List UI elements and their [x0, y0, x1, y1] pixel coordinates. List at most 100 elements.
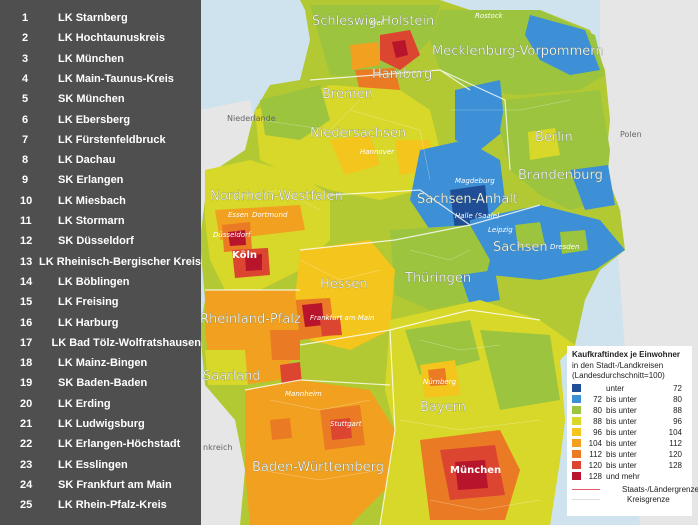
- legend-state-border-line: [572, 489, 600, 490]
- ranking-name: LK Hochtaunuskreis: [58, 32, 165, 45]
- legend-row: 88 bis unter 96: [572, 417, 690, 427]
- region-baden-baden: [270, 418, 292, 440]
- region-leipzig: [515, 222, 545, 248]
- legend-swatch: [572, 439, 581, 447]
- legend-row: 72 bis unter 80: [572, 395, 690, 405]
- label-hessen: Hessen: [320, 277, 368, 292]
- ranking-item[interactable]: 24 SK Frankfurt am Main: [0, 475, 201, 495]
- ranking-item[interactable]: 9 SK Erlangen: [0, 170, 201, 190]
- legend-from: 96: [593, 428, 602, 437]
- region-stuttgart: [330, 418, 352, 440]
- legend-to: 128: [668, 461, 682, 470]
- legend-from: 128: [588, 472, 602, 481]
- ranking-item[interactable]: 15 LK Freising: [0, 292, 201, 312]
- ranking-sidebar: 1 LK Starnberg 2 LK Hochtaunuskreis 3 LK Münc…: [0, 0, 201, 525]
- legend-word: und mehr: [606, 472, 640, 481]
- region-mainz-bingen: [270, 330, 300, 360]
- city-duesseldorf: Düsseldorf: [213, 231, 252, 239]
- legend-word: bis unter: [606, 439, 637, 448]
- legend-swatch: [572, 428, 581, 436]
- city-stuttgart: Stuttgart: [330, 420, 362, 428]
- ranking-item[interactable]: 5 SK München: [0, 89, 201, 109]
- city-koeln: Köln: [232, 250, 257, 261]
- legend-from: 104: [588, 439, 602, 448]
- label-nrw: Nordrhein-Westfalen: [210, 189, 343, 204]
- ranking-item[interactable]: 10 LK Miesbach: [0, 191, 201, 211]
- ranking-number: 18: [20, 357, 33, 370]
- ranking-item[interactable]: 13 LK Rheinisch-Bergischer Kreis: [0, 252, 201, 272]
- legend-to: 96: [673, 417, 682, 426]
- ranking-item[interactable]: 4 LK Main-Taunus-Kreis: [0, 69, 201, 89]
- ranking-number: 24: [20, 478, 33, 491]
- ranking-name: SK Erlangen: [58, 174, 124, 187]
- city-mannheim: Mannheim: [285, 390, 322, 398]
- label-rlp: Rheinland-Pfalz: [200, 312, 301, 327]
- ranking-item[interactable]: 22 LK Erlangen-Höchstadt: [0, 434, 201, 454]
- ranking-name: LK Mainz-Bingen: [58, 357, 148, 370]
- ranking-item[interactable]: 2 LK Hochtaunuskreis: [0, 28, 201, 48]
- ranking-number: 22: [20, 438, 33, 451]
- region-hannover: [330, 135, 380, 175]
- ranking-item[interactable]: 21 LK Ludwigsburg: [0, 414, 201, 434]
- ranking-number: 6: [22, 113, 29, 126]
- label-sachsen-anhalt: Sachsen-Anhalt: [417, 192, 518, 207]
- ranking-number: 19: [20, 377, 33, 390]
- label-bayern: Bayern: [420, 400, 466, 415]
- legend-row: 112 bis unter 120: [572, 450, 690, 460]
- ranking-item[interactable]: 19 SK Baden-Baden: [0, 373, 201, 393]
- ranking-name: SK München: [58, 93, 125, 106]
- ranking-item[interactable]: 7 LK Fürstenfeldbruck: [0, 130, 201, 150]
- label-niederlande: Niederlande: [227, 114, 276, 123]
- label-thueringen: Thüringen: [404, 271, 471, 286]
- ranking-number: 1: [22, 12, 29, 24]
- city-nuernberg: Nürnberg: [423, 378, 457, 386]
- ranking-name: SK Düsseldorf: [58, 235, 134, 248]
- region-prignitz: [455, 80, 505, 150]
- legend-to: 72: [673, 384, 682, 393]
- region-frankfurt: [320, 318, 342, 336]
- legend-from: 88: [593, 417, 602, 426]
- label-polen: Polen: [620, 130, 642, 139]
- label-bremen: Bremen: [322, 87, 373, 102]
- ranking-number: 11: [20, 215, 32, 227]
- ranking-item[interactable]: 1 LK Starnberg: [0, 8, 201, 28]
- legend-swatch: [572, 472, 581, 480]
- region-oberpfalz: [480, 330, 560, 410]
- ranking-item[interactable]: 3 LK München: [0, 49, 201, 69]
- legend-state-border-label: Staats-/Ländergrenze: [622, 485, 698, 494]
- ranking-item[interactable]: 16 LK Harburg: [0, 313, 201, 333]
- ranking-item[interactable]: 8 LK Dachau: [0, 150, 201, 170]
- legend-district-border-label: Kreisgrenze: [627, 495, 670, 504]
- legend-row: unter 72: [572, 384, 690, 394]
- legend-district-border-line: [572, 499, 600, 500]
- label-berlin: Berlin: [535, 130, 573, 145]
- state-labels: Schleswig-Holstein Mecklenburg-Vorpommer…: [200, 14, 604, 475]
- legend-subtitle-1: in den Stadt-/Landkreisen: [572, 361, 664, 370]
- ranking-item[interactable]: 17 LK Bad Tölz-Wolfratshausen: [0, 333, 201, 353]
- label-hamburg: Hamburg: [372, 67, 432, 82]
- label-schleswig-holstein: Schleswig-Holstein: [312, 14, 434, 29]
- ranking-number: 25: [20, 499, 33, 512]
- ranking-item[interactable]: 25 LK Rhein-Pfalz-Kreis: [0, 495, 201, 515]
- ranking-name: LK Freising: [58, 296, 119, 309]
- ranking-item[interactable]: 11 LK Stormarn: [0, 211, 201, 231]
- ranking-name: LK Fürstenfeldbruck: [58, 133, 166, 146]
- ranking-item[interactable]: 18 LK Mainz-Bingen: [0, 353, 201, 373]
- region-vorpommern: [525, 15, 600, 75]
- ranking-number: 9: [22, 174, 29, 187]
- ranking-name: SK Baden-Baden: [58, 377, 148, 390]
- ranking-item[interactable]: 6 LK Ebersberg: [0, 110, 201, 130]
- ranking-item[interactable]: 14 LK Böblingen: [0, 272, 201, 292]
- ranking-number: 20: [20, 397, 33, 410]
- ranking-number: 23: [20, 458, 33, 471]
- ranking-item[interactable]: 20 LK Erding: [0, 394, 201, 414]
- legend-from: 80: [593, 406, 602, 415]
- ranking-item[interactable]: 23 LK Esslingen: [0, 455, 201, 475]
- city-leipzig: Leipzig: [488, 226, 513, 234]
- legend-word: bis unter: [606, 428, 637, 437]
- ranking-item[interactable]: 12 SK Düsseldorf: [0, 231, 201, 251]
- ranking-number: 12: [20, 235, 33, 248]
- city-dresden: Dresden: [550, 243, 579, 251]
- legend-word: bis unter: [606, 461, 637, 470]
